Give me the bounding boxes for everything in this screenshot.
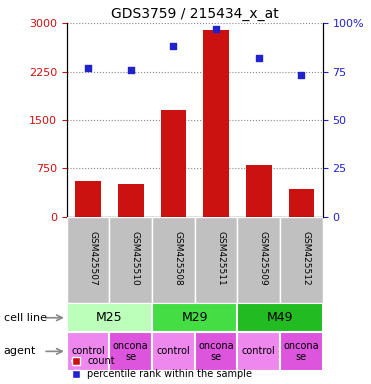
- Bar: [246, 165, 272, 217]
- Text: M29: M29: [181, 311, 208, 324]
- Point: [298, 72, 304, 78]
- Text: oncona
se: oncona se: [198, 341, 234, 362]
- Bar: [280, 217, 323, 303]
- Text: GSM425509: GSM425509: [259, 231, 268, 286]
- Bar: [161, 110, 186, 217]
- Bar: [67, 332, 109, 371]
- Text: GSM425511: GSM425511: [216, 231, 225, 286]
- Bar: [109, 332, 152, 371]
- Text: M25: M25: [96, 311, 123, 324]
- Text: GSM425508: GSM425508: [174, 231, 183, 286]
- Text: control: control: [157, 346, 190, 356]
- Text: GSM425510: GSM425510: [131, 231, 140, 286]
- Bar: [109, 217, 152, 303]
- Text: oncona
se: oncona se: [113, 341, 149, 362]
- Text: oncona
se: oncona se: [283, 341, 319, 362]
- Bar: [67, 303, 152, 332]
- Bar: [203, 30, 229, 217]
- Bar: [237, 332, 280, 371]
- Text: M49: M49: [267, 311, 293, 324]
- Text: control: control: [242, 346, 276, 356]
- Point: [171, 43, 177, 50]
- Bar: [152, 303, 237, 332]
- Bar: [75, 181, 101, 217]
- Bar: [152, 217, 195, 303]
- Bar: [289, 189, 314, 217]
- Bar: [280, 332, 323, 371]
- Point: [85, 65, 91, 71]
- Legend: count, percentile rank within the sample: count, percentile rank within the sample: [72, 356, 252, 379]
- Text: GSM425512: GSM425512: [301, 231, 311, 286]
- Point: [256, 55, 262, 61]
- Point: [213, 26, 219, 32]
- Bar: [118, 184, 144, 217]
- Text: cell line: cell line: [4, 313, 47, 323]
- Bar: [195, 332, 237, 371]
- Point: [128, 66, 134, 73]
- Bar: [67, 217, 109, 303]
- Text: control: control: [71, 346, 105, 356]
- Text: GSM425507: GSM425507: [88, 231, 97, 286]
- Bar: [237, 303, 323, 332]
- Bar: [237, 217, 280, 303]
- Title: GDS3759 / 215434_x_at: GDS3759 / 215434_x_at: [111, 7, 279, 21]
- Text: agent: agent: [4, 346, 36, 356]
- Bar: [152, 332, 195, 371]
- Bar: [195, 217, 237, 303]
